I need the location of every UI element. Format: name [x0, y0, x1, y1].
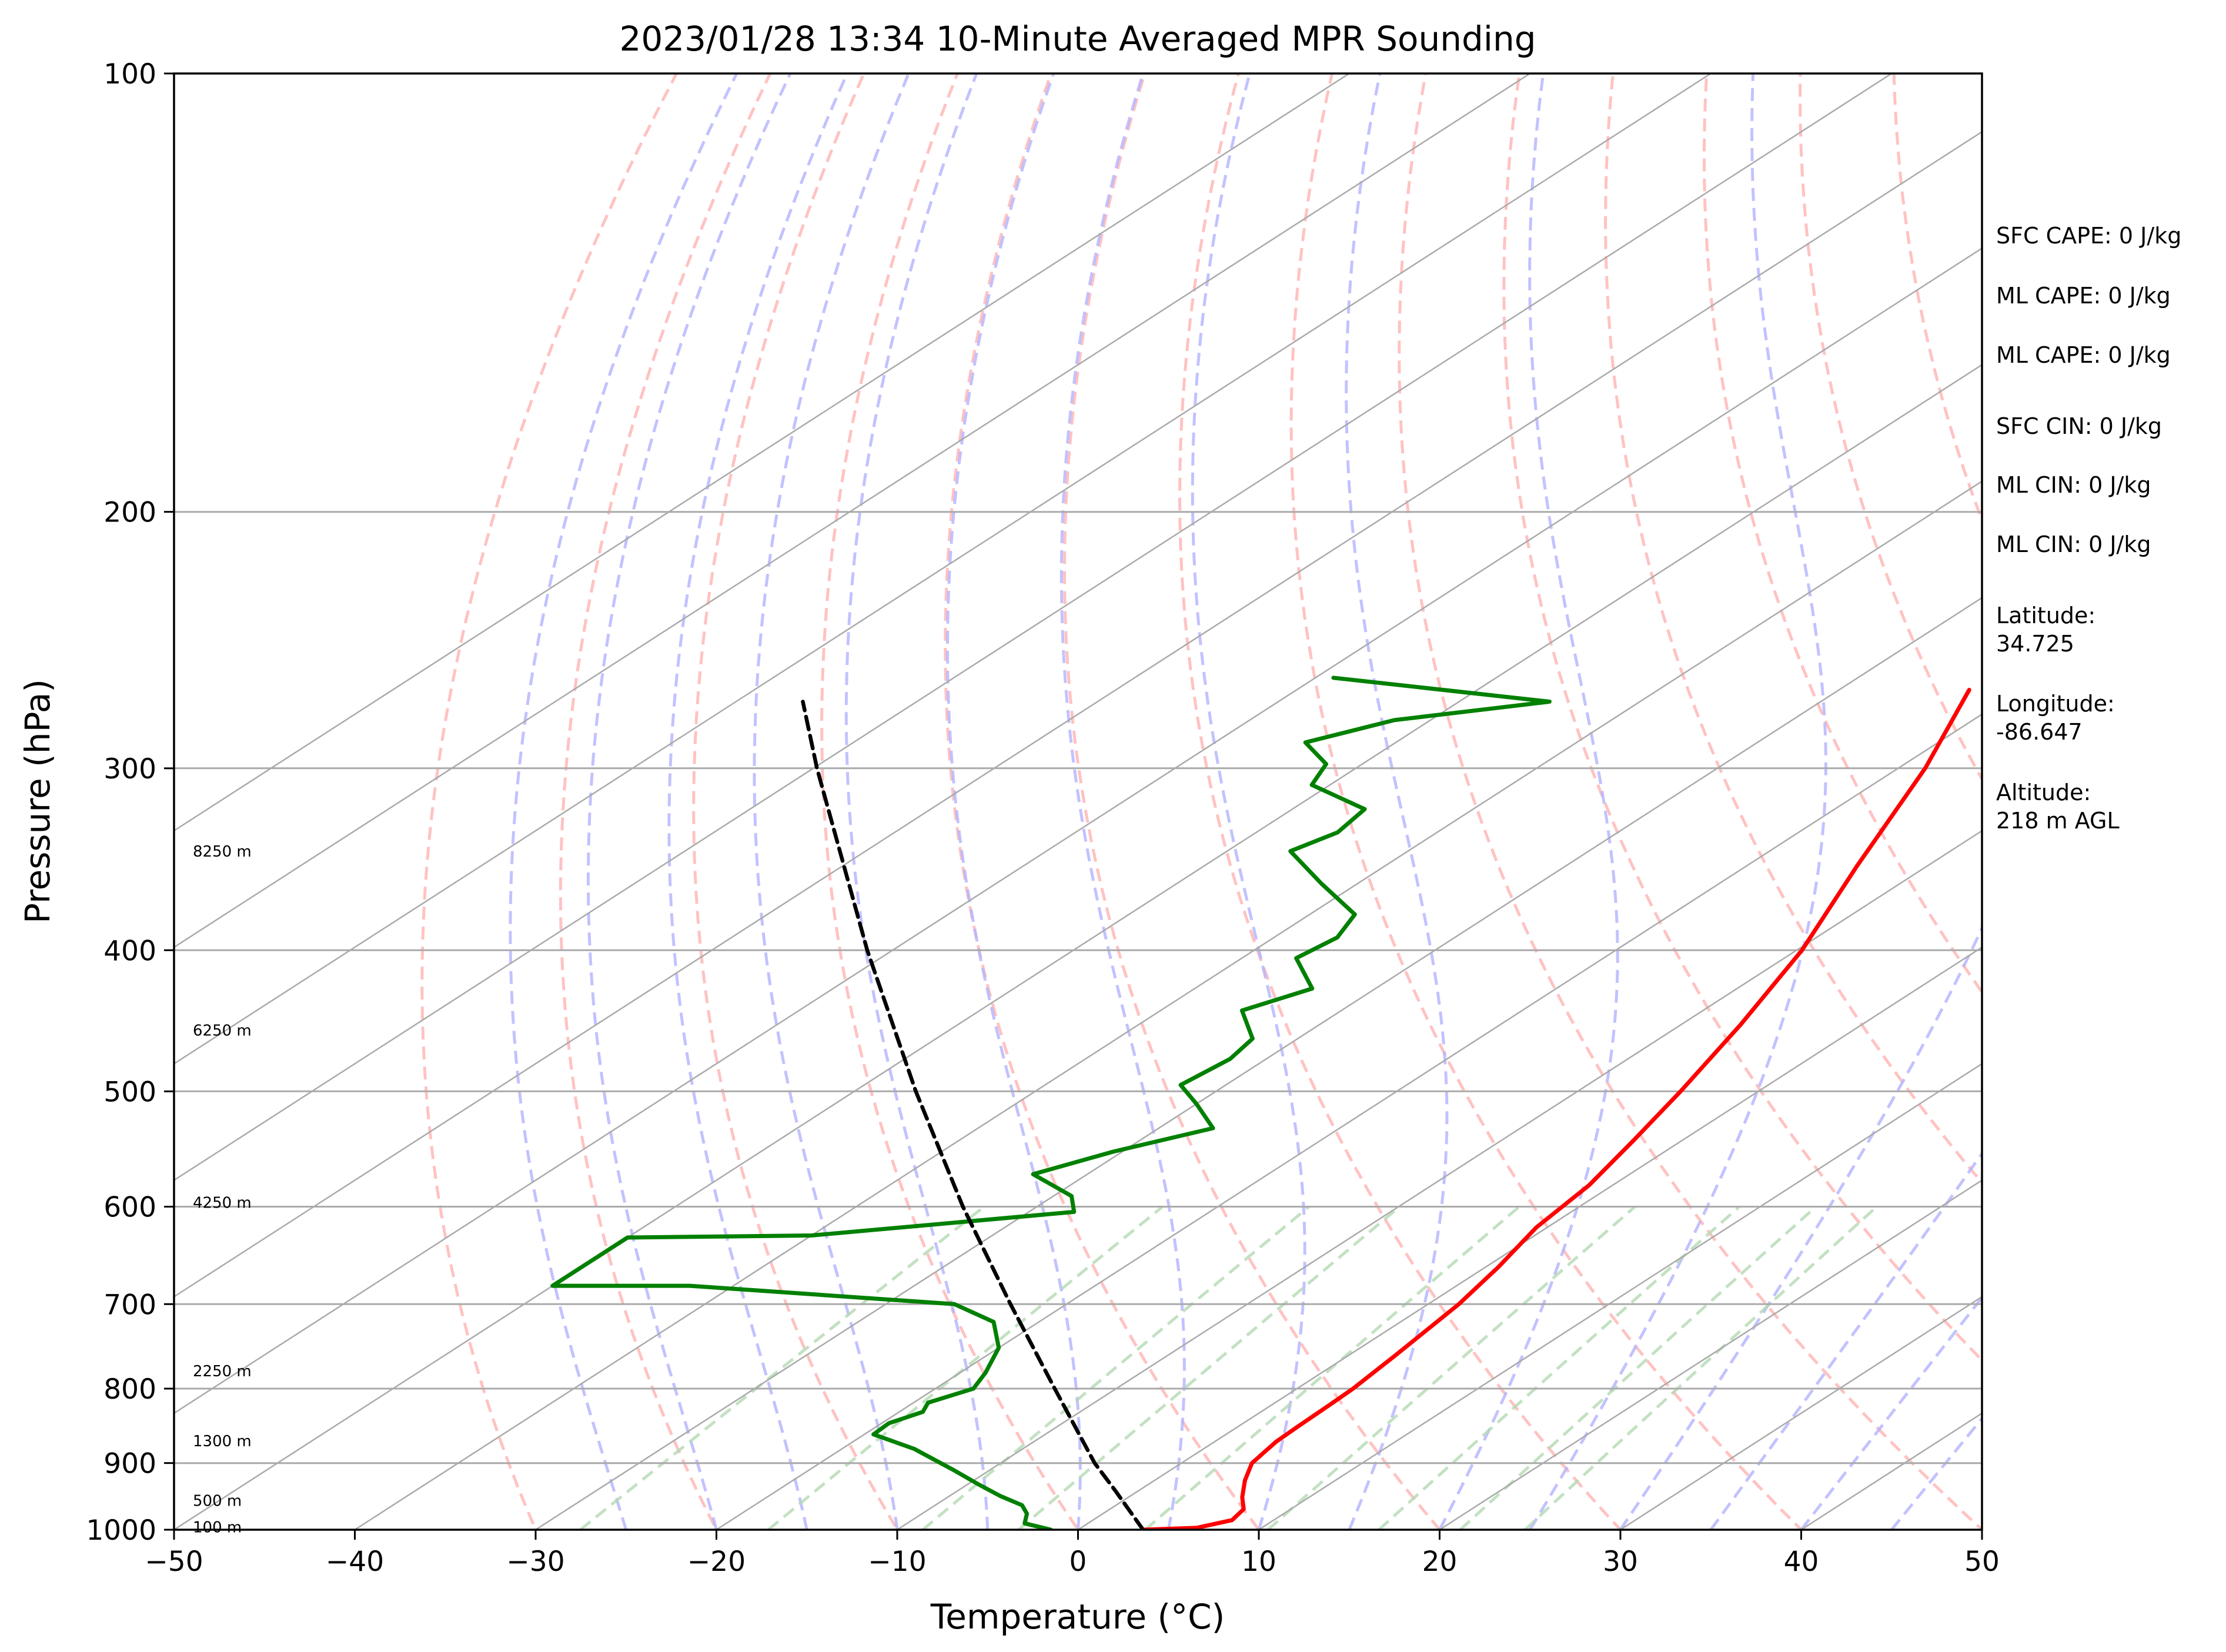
temperature-line	[1141, 687, 1971, 1530]
dry-adiabat-line	[692, 73, 900, 1530]
mixing-ratio-line	[1378, 1205, 1740, 1530]
dry-adiabat-line	[1502, 73, 1982, 1363]
moist-adiabat-line	[1059, 73, 1186, 1530]
moist-adiabat-line	[1438, 73, 1619, 1530]
x-tick-label: 30	[1603, 1546, 1638, 1578]
y-axis-label: Pressure (hPa)	[18, 679, 58, 924]
y-tick-label: 700	[103, 1289, 156, 1321]
dry-adiabat-line	[1892, 73, 1982, 524]
x-tick-label: −20	[687, 1546, 746, 1578]
dewpoint-line	[550, 675, 1552, 1530]
moist-adiabat-line	[1191, 73, 1306, 1530]
isotherm-line	[174, 247, 1982, 1414]
y-tick-label: 800	[103, 1373, 156, 1406]
height-label: 500 m	[193, 1493, 242, 1510]
isotherm-line	[1258, 1062, 1982, 1530]
index-ml-cin-2: ML CIN: 0 J/kg	[1996, 531, 2151, 557]
dry-adiabat-line	[420, 73, 678, 1530]
moist-adiabat-line	[1709, 1151, 1982, 1530]
parcel-line	[801, 700, 1145, 1530]
index-sfc-cape: SFC CAPE: 0 J/kg	[1996, 223, 2181, 249]
isotherm-line	[897, 830, 1982, 1530]
moist-adiabat-line	[1619, 924, 1982, 1530]
moist-adiabat-line	[509, 73, 738, 1530]
height-label: 6250 m	[193, 1022, 252, 1040]
isotherm-line	[174, 73, 1892, 1182]
altitude-label: Altitude:	[1996, 780, 2091, 805]
moist-adiabat-line	[1529, 73, 1827, 1530]
x-tick-label: 0	[1069, 1546, 1087, 1578]
dry-adiabat-line	[1062, 73, 1442, 1530]
mixing-ratio-line	[1017, 1205, 1401, 1530]
y-tick-label: 400	[103, 935, 156, 967]
y-tick-label: 200	[103, 497, 156, 529]
x-tick-label: −50	[145, 1546, 203, 1578]
moist-adiabat-line	[587, 73, 792, 1530]
mixing-ratio-line	[1144, 1205, 1520, 1530]
chart-title: 2023/01/28 13:34 10-Minute Averaged MPR …	[619, 19, 1536, 59]
mixing-ratio-line	[1459, 1205, 1817, 1530]
moist-adiabat-line	[753, 73, 910, 1530]
index-sfc-cin: SFC CIN: 0 J/kg	[1996, 413, 2162, 439]
height-label: 100 m	[193, 1519, 242, 1537]
isotherm-line	[174, 73, 1530, 948]
dry-adiabat-line	[944, 73, 1261, 1530]
height-label: 4250 m	[193, 1194, 252, 1212]
mixing-ratio-line	[579, 1205, 985, 1530]
moist-adiabat-line	[945, 73, 1082, 1530]
x-tick-label: 40	[1784, 1546, 1819, 1578]
height-label: 1300 m	[193, 1433, 252, 1450]
isotherm-line	[535, 597, 1982, 1530]
dry-adiabat-line	[1398, 73, 1982, 1530]
isotherm-line	[1439, 1179, 1982, 1530]
station-panel: Latitude: 34.725 Longitude: -86.647 Alti…	[1996, 603, 2120, 834]
y-tick-label: 500	[103, 1076, 156, 1108]
mixing-ratio-line	[921, 1205, 1310, 1530]
height-labels: 8250 m 6250 m 4250 m 2250 m 1300 m 500 m 100 m	[193, 843, 252, 1537]
x-tick-label: −10	[868, 1546, 926, 1578]
y-tick-label: 300	[103, 753, 156, 785]
longitude-value: -86.647	[1996, 719, 2083, 745]
mixing-ratio-line	[1267, 1205, 1636, 1530]
moist-adiabat-line	[1890, 1416, 1982, 1530]
index-ml-cape: ML CAPE: 0 J/kg	[1996, 283, 2171, 309]
height-label: 8250 m	[193, 843, 252, 861]
index-ml-cin: ML CIN: 0 J/kg	[1996, 472, 2151, 498]
longitude-label: Longitude:	[1996, 691, 2115, 717]
y-tick-label: 600	[103, 1191, 156, 1223]
moist-adiabat-line	[1345, 73, 1449, 1530]
dry-adiabat-line	[1702, 73, 1982, 995]
latitude-label: Latitude:	[1996, 603, 2095, 628]
isotherm-line	[716, 713, 1982, 1530]
x-axis-label: Temperature (°C)	[930, 1597, 1225, 1637]
dry-adiabat-line	[1604, 73, 1982, 1185]
axis-ticks: −50 −40 −30 −20 −10 0 10 20 30 40 50 100 200 300 400 50…	[86, 58, 2000, 1578]
y-tick-label: 900	[103, 1448, 156, 1480]
moist-adiabat-line	[1800, 1295, 1982, 1530]
isotherm-line	[174, 131, 1982, 1298]
data-series	[550, 675, 1971, 1530]
x-tick-label: −40	[326, 1546, 384, 1578]
isotherm-line	[174, 73, 1350, 832]
altitude-value: 218 m AGL	[1996, 808, 2120, 834]
isotherm-line	[174, 363, 1982, 1530]
latitude-value: 34.725	[1996, 631, 2074, 657]
indices-panel: SFC CAPE: 0 J/kg ML CAPE: 0 J/kg ML CAPE…	[1996, 223, 2181, 557]
moist-adiabat-line	[667, 73, 849, 1530]
moist-adiabat-line	[844, 73, 990, 1530]
isotherm-line	[1077, 946, 1982, 1530]
y-tick-label: 100	[103, 58, 156, 91]
x-tick-label: −30	[506, 1546, 564, 1578]
mixing-ratio-line	[767, 1205, 1164, 1530]
x-tick-label: 50	[1964, 1546, 2000, 1578]
index-ml-cape-2: ML CAPE: 0 J/kg	[1996, 342, 2171, 368]
x-tick-label: 20	[1422, 1546, 1458, 1578]
y-tick-label: 1000	[86, 1514, 156, 1547]
height-label: 2250 m	[193, 1363, 252, 1380]
dry-adiabat-line	[559, 73, 772, 1530]
isotherm-line	[174, 73, 1712, 1065]
x-tick-label: 10	[1241, 1546, 1276, 1578]
